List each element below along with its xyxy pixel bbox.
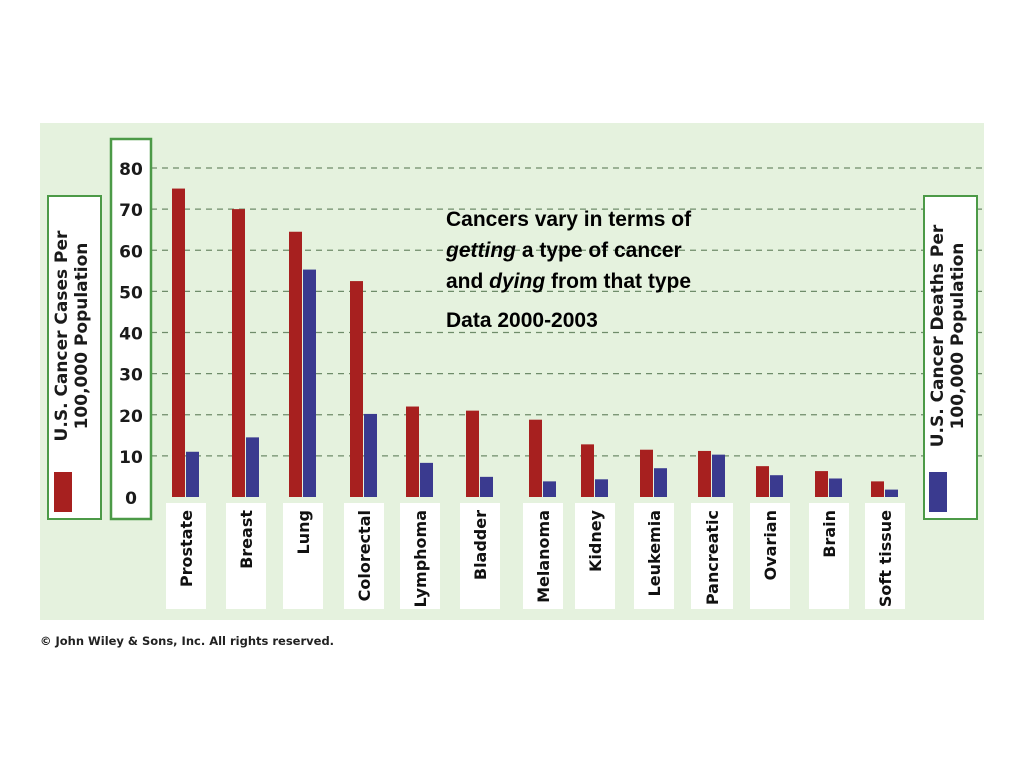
bar-deaths-brain [829, 478, 842, 497]
y-tick-label: 50 [119, 283, 143, 303]
annotation-line-2: getting a type of cancer [446, 235, 766, 266]
category-label: Ovarian [761, 510, 780, 580]
annotation-line-2-rest: a type of cancer [515, 239, 682, 262]
annotation-line-3-rest: from that type [545, 270, 692, 293]
category-labels: Prostate Breast Lung Colorectal Lymphoma Blad… [166, 503, 905, 609]
y-tick-label: 70 [119, 201, 143, 221]
y-tick-label: 60 [119, 242, 143, 262]
annotation: Cancers vary in terms of getting a type … [446, 204, 766, 336]
left-axis-title: U.S. Cancer Cases Per 100,000 Population [52, 230, 92, 442]
category-box [226, 503, 266, 609]
category-box [523, 503, 563, 609]
bar-cases-ovarian [756, 466, 769, 497]
category-label: Soft tissue [876, 510, 895, 607]
annotation-line-3-start: and [446, 270, 490, 293]
category-box [750, 503, 790, 609]
category-label: Brain [820, 510, 839, 558]
y-tick-label: 40 [119, 325, 143, 345]
y-axis-frame [109, 137, 153, 521]
bar-cases-prostate [172, 188, 185, 497]
bar-cases-kidney [581, 444, 594, 497]
category-label: Lung [294, 510, 313, 554]
category-box [344, 503, 384, 609]
bar-cases-lung [289, 231, 302, 497]
left-axis-title-box [47, 195, 102, 520]
gridlines [151, 167, 984, 457]
category-box [691, 503, 733, 609]
category-label: Pancreatic [703, 510, 722, 605]
bar-cases-melanoma [529, 419, 542, 497]
category-label: Kidney [586, 509, 605, 572]
bar-deaths-bladder [480, 476, 493, 497]
bar-cases-soft-tissue [871, 481, 884, 497]
bar-cases-breast [232, 209, 245, 497]
bar-deaths-leukemia [654, 468, 667, 497]
bar-deaths-colorectal [364, 413, 377, 497]
bar-cases-brain [815, 471, 828, 497]
bar-cases-bladder [466, 410, 479, 497]
y-tick-label: 30 [119, 366, 143, 386]
bar-deaths-ovarian [770, 475, 783, 497]
y-tick-label: 10 [119, 448, 143, 468]
annotation-line-3: and dying from that type [446, 266, 766, 297]
category-box [283, 503, 323, 609]
category-box [166, 503, 206, 609]
y-tick-label: 20 [119, 407, 143, 427]
category-label: Lymphoma [411, 510, 430, 608]
bar-cases-leukemia [640, 449, 653, 497]
annotation-line-1: Cancers vary in terms of [446, 208, 692, 231]
cases-swatch [54, 472, 72, 512]
category-label: Bladder [471, 510, 490, 580]
category-label: Leukemia [645, 510, 664, 596]
right-axis-title-box [923, 195, 978, 520]
bar-cases-pancreatic [698, 450, 711, 497]
bar-deaths-prostate [186, 451, 199, 497]
bar-deaths-soft-tissue [885, 489, 898, 497]
category-label: Melanoma [534, 510, 553, 603]
category-box [575, 503, 615, 609]
category-box [634, 503, 674, 609]
bar-deaths-pancreatic [712, 454, 725, 497]
y-tick-label: 0 [125, 489, 137, 509]
category-box [809, 503, 849, 609]
data-range-label: Data 2000-2003 [446, 309, 598, 332]
bar-deaths-lung [303, 269, 316, 497]
category-box [460, 503, 500, 609]
annotation-dying: dying [489, 270, 546, 293]
bar-deaths-breast [246, 437, 259, 497]
category-box [865, 503, 905, 609]
bars [172, 188, 898, 497]
bar-deaths-lymphoma [420, 462, 433, 497]
category-label: Breast [237, 510, 256, 569]
bar-cases-lymphoma [406, 406, 419, 497]
category-label: Colorectal [355, 510, 374, 601]
bar-cases-colorectal [350, 281, 363, 497]
bar-deaths-kidney [595, 479, 608, 497]
category-box [400, 503, 440, 609]
y-axis-ticks: 0 10 20 30 40 50 60 70 80 [119, 160, 143, 509]
deaths-swatch [929, 472, 947, 512]
category-label: Prostate [177, 510, 196, 587]
y-tick-label: 80 [119, 160, 143, 180]
bar-deaths-melanoma [543, 481, 556, 497]
annotation-getting: getting [446, 239, 516, 262]
right-axis-title: U.S. Cancer Deaths Per 100,000 Populatio… [928, 224, 968, 448]
copyright: © John Wiley & Sons, Inc. All rights res… [40, 634, 335, 648]
